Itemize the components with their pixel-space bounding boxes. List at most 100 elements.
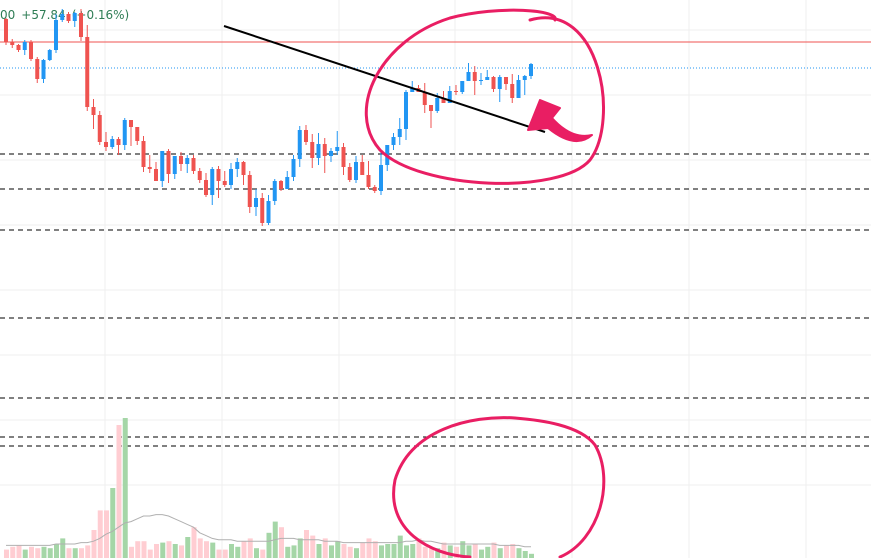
candle-body	[197, 171, 202, 180]
volume-bar	[522, 551, 528, 558]
candle-body	[160, 151, 165, 181]
volume-bar	[41, 546, 47, 558]
candle-body	[266, 201, 271, 223]
candle-body	[222, 181, 227, 185]
candle-body	[316, 144, 321, 158]
candle-body	[22, 42, 27, 50]
volume-bar	[197, 538, 203, 558]
candle-body	[441, 98, 446, 103]
volume-bar	[354, 548, 359, 558]
candle-body	[322, 144, 327, 156]
price-change: +57.84	[21, 8, 66, 22]
volume-bar	[179, 545, 184, 558]
volume-bar	[516, 548, 522, 558]
candle-body	[97, 115, 102, 142]
volume-bar	[360, 542, 366, 558]
candle-body	[129, 120, 133, 127]
candle-body	[335, 147, 340, 151]
volume-bar	[85, 545, 91, 558]
volume-bar	[141, 541, 147, 558]
volume-bar	[254, 548, 259, 558]
volume-bar	[404, 545, 409, 558]
candle-body	[272, 181, 277, 201]
volume-bar	[429, 548, 434, 558]
volume-bar	[172, 544, 178, 558]
volume-bar	[122, 418, 128, 558]
volume-bar	[22, 549, 28, 558]
candle-body	[279, 181, 283, 189]
candle-body	[104, 142, 108, 147]
candle-body	[91, 107, 96, 115]
volume-bar	[422, 546, 428, 558]
volume-bar	[479, 549, 484, 558]
candle-body	[41, 60, 46, 79]
candle-body	[304, 130, 308, 142]
candle-body	[447, 91, 452, 103]
candle-body	[216, 169, 221, 181]
volume-bar	[397, 535, 403, 558]
volume-bar	[435, 548, 441, 558]
candle-body	[29, 42, 33, 59]
candle-body	[260, 198, 265, 223]
volume-bar	[160, 542, 166, 558]
candle-body	[529, 64, 533, 76]
candle-body	[35, 59, 40, 79]
candle-body	[354, 162, 358, 180]
candle-body	[72, 13, 77, 21]
candle-body	[191, 158, 196, 171]
candle-body	[166, 151, 171, 174]
candle-body	[297, 130, 302, 159]
candle-body	[347, 167, 352, 180]
volume-bar	[4, 549, 9, 558]
candle-body	[179, 156, 183, 164]
volume-bar	[135, 541, 141, 558]
candle-body	[122, 120, 127, 145]
drawings	[223, 8, 606, 558]
highlight-circle-volume	[392, 416, 606, 558]
candle-body	[210, 169, 215, 195]
volume-bar	[416, 538, 422, 558]
volume-bar	[16, 545, 22, 558]
volume-bar	[285, 546, 291, 558]
volume-bar	[297, 538, 303, 558]
volume-bar	[310, 535, 316, 558]
candle-body	[147, 167, 152, 169]
volume-bar	[335, 541, 341, 558]
volume-bar	[466, 545, 472, 558]
price-change-percent: (+0.16%)	[71, 8, 130, 22]
trendline	[223, 25, 546, 133]
highlight-arrow	[527, 99, 593, 143]
candle-body	[172, 156, 177, 174]
candle-body	[154, 169, 158, 181]
candle-body	[479, 80, 483, 81]
candle-body	[135, 127, 140, 141]
candle-body	[485, 77, 490, 80]
candle-body	[79, 13, 83, 37]
highlight-circle-top	[364, 8, 605, 185]
candle-body	[379, 165, 383, 191]
volume-bar	[497, 548, 503, 558]
volume-bar	[279, 527, 284, 558]
volume-bar	[97, 510, 103, 558]
volume-bar	[154, 544, 159, 558]
volume-bar	[260, 549, 266, 558]
candle-body	[10, 42, 15, 45]
candle-body	[310, 142, 315, 158]
volume-bar	[291, 545, 297, 558]
candle-body	[391, 137, 396, 145]
volume-bar	[379, 545, 384, 558]
volume-bar	[485, 546, 491, 558]
volume-bar	[147, 549, 153, 558]
volume-bar	[472, 544, 478, 558]
candle-body	[16, 45, 21, 50]
candle-body	[66, 14, 71, 21]
candle-body	[285, 177, 290, 189]
volume-bar	[191, 527, 197, 558]
volume-bars	[4, 418, 534, 558]
volume-bar	[441, 542, 447, 558]
volume-bar	[66, 548, 72, 558]
volume-bar	[35, 548, 41, 558]
candle-body	[185, 158, 190, 164]
